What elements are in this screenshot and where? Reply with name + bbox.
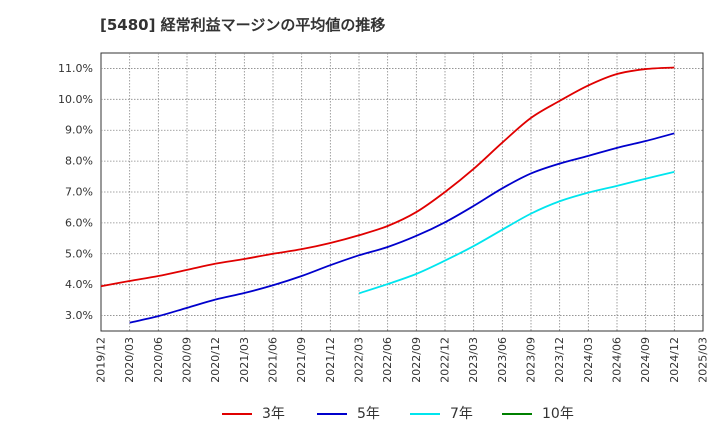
x-tick-label: 2020/03	[123, 337, 136, 383]
x-tick-label: 2022/09	[410, 337, 423, 383]
x-tick-label: 2024/09	[639, 337, 652, 383]
x-tick-label: 2025/03	[697, 337, 710, 383]
series-line-7年	[358, 171, 675, 295]
x-tick-label: 2019/12	[95, 337, 108, 383]
x-tick-label: 2022/06	[381, 337, 394, 383]
y-tick-label: 6.0%	[65, 216, 93, 229]
legend-label: 5年	[357, 406, 380, 422]
legend: 3年 5年 7年 10年	[222, 406, 574, 422]
x-tick-label: 2020/06	[152, 337, 165, 383]
legend-label: 10年	[542, 406, 574, 422]
x-tick-label: 2021/06	[267, 337, 280, 383]
x-tick-label: 2024/06	[611, 337, 624, 383]
y-tick-label: 5.0%	[65, 247, 93, 260]
y-tick-label: 10.0%	[58, 93, 93, 106]
x-tick-label: 2023/12	[553, 337, 566, 383]
x-tick-label: 2023/03	[467, 337, 480, 383]
y-tick-label: 4.0%	[65, 278, 93, 291]
y-tick-label: 7.0%	[65, 186, 93, 199]
series-line-5年	[129, 132, 675, 324]
x-tick-label: 2023/09	[525, 337, 538, 383]
chart-title: [5480] 経常利益マージンの平均値の推移	[100, 16, 386, 34]
y-tick-label: 3.0%	[65, 309, 93, 322]
legend-label: 7年	[450, 406, 473, 422]
legend-label: 3年	[262, 406, 285, 422]
x-tick-label: 2023/06	[496, 337, 509, 383]
x-tick-label: 2021/12	[324, 337, 337, 383]
y-tick-label: 11.0%	[58, 62, 93, 75]
x-tick-label: 2022/03	[353, 337, 366, 383]
series-lines	[100, 66, 675, 324]
x-axis: 2019/12 2020/03 2020/06 2020/09 2020/12 2021/…	[95, 337, 710, 383]
grid-lines	[101, 53, 703, 331]
x-tick-label: 2020/09	[181, 337, 194, 383]
series-line-3年	[100, 66, 675, 288]
x-tick-label: 2020/12	[209, 337, 222, 383]
y-tick-label: 9.0%	[65, 124, 93, 137]
x-tick-label: 2024/12	[668, 337, 681, 383]
y-axis: 3.0% 4.0% 5.0% 6.0% 7.0% 8.0% 9.0% 10.0% 11.0%	[58, 62, 93, 322]
y-tick-label: 8.0%	[65, 155, 93, 168]
x-tick-label: 2021/03	[238, 337, 251, 383]
x-tick-label: 2022/12	[439, 337, 452, 383]
x-tick-label: 2021/09	[295, 337, 308, 383]
x-tick-label: 2024/03	[582, 337, 595, 383]
